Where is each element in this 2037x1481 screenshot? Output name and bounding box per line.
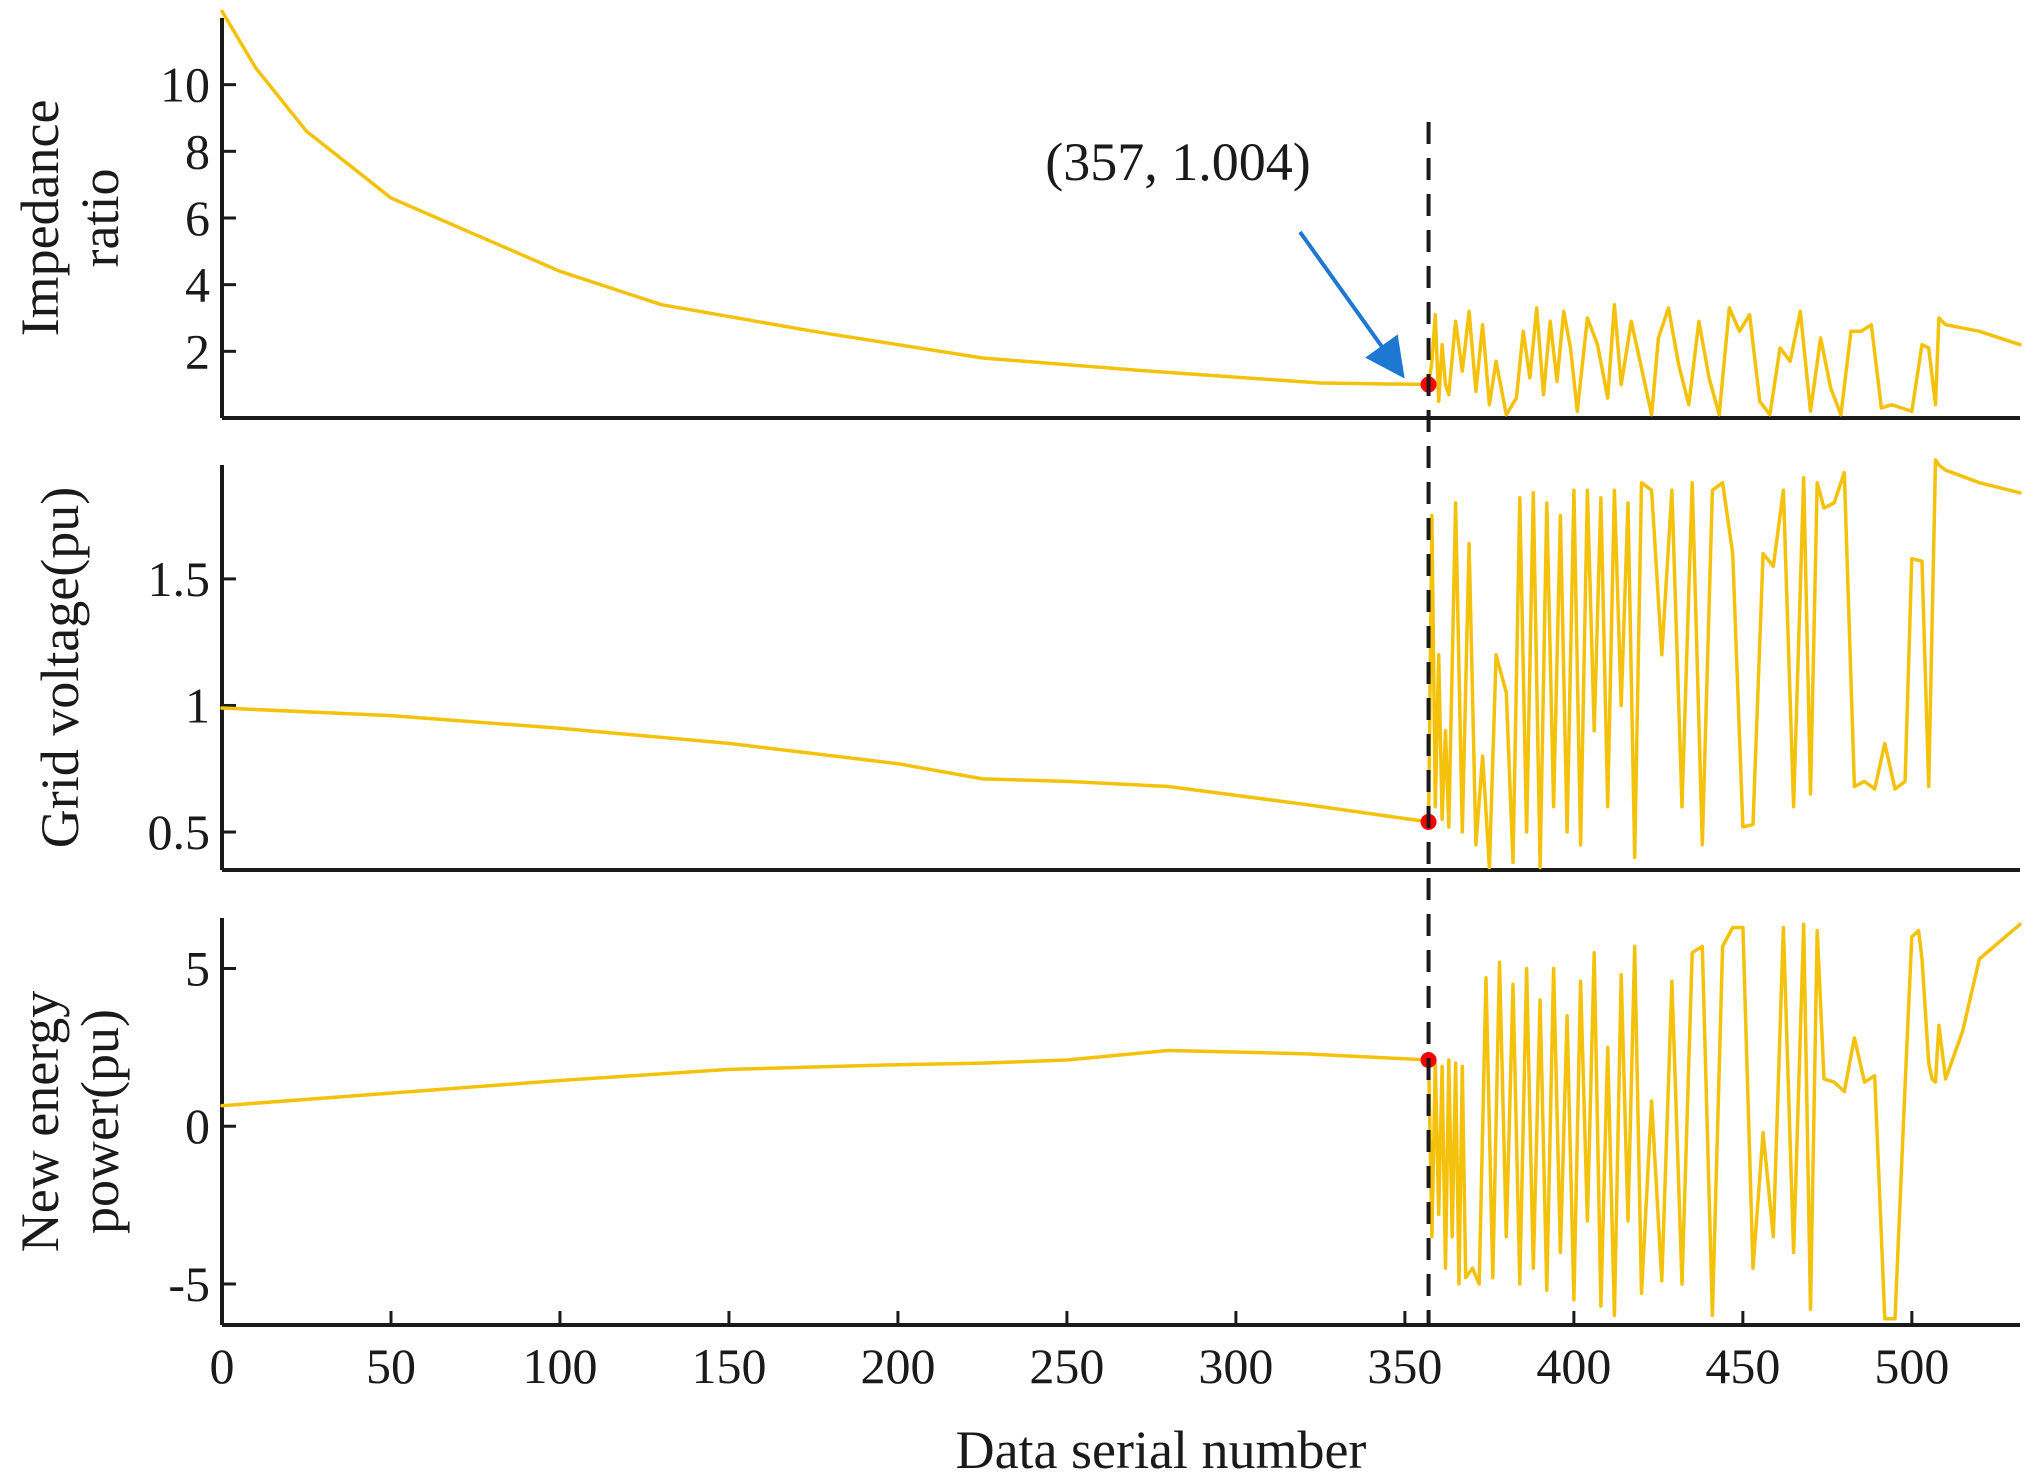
- x-tick-label: 200: [860, 1338, 935, 1394]
- annotation-arrow: [1298, 230, 1405, 379]
- x-axis-title: Data serial number: [956, 1420, 1367, 1480]
- x-tick-label: 350: [1367, 1338, 1442, 1394]
- x-tick-label: 250: [1029, 1338, 1104, 1394]
- y-axis-title: ratio: [70, 169, 130, 268]
- y-tick-label: 0: [185, 1098, 210, 1154]
- y-axis-title: power(pu): [70, 1009, 130, 1234]
- y-tick-label: 4: [185, 257, 210, 313]
- x-tick-label: 500: [1874, 1338, 1949, 1394]
- y-axis-title: Impedance: [10, 100, 70, 337]
- x-tick-label: 450: [1705, 1338, 1780, 1394]
- y-tick-label: 0.5: [148, 804, 211, 860]
- y-tick-label: 2: [185, 323, 210, 379]
- x-tick-label: 100: [522, 1338, 597, 1394]
- y-tick-label: 1: [185, 677, 210, 733]
- y-tick-label: 5: [185, 940, 210, 996]
- x-tick-label: 400: [1536, 1338, 1611, 1394]
- y-axis-title: Grid voltage(pu): [30, 487, 90, 848]
- series-line: [220, 458, 2022, 870]
- y-tick-label: 6: [185, 190, 210, 246]
- series-line: [220, 9, 2022, 417]
- y-tick-label: -5: [168, 1256, 210, 1312]
- y-tick-label: 10: [160, 57, 210, 113]
- y-axis-title: New energy: [10, 991, 70, 1252]
- y-tick-label: 8: [185, 123, 210, 179]
- x-tick-label: 300: [1198, 1338, 1273, 1394]
- y-tick-label: 1.5: [148, 551, 211, 607]
- x-tick-label: 50: [366, 1338, 416, 1394]
- annotation-label: (357, 1.004): [1045, 132, 1310, 192]
- panel-middle: 0.5 1 1.5 Grid voltage(pu): [30, 458, 2022, 872]
- panel-top: 2 4 6 8 10 Impedance ratio: [10, 9, 2022, 420]
- x-tick-label: 0: [210, 1338, 235, 1394]
- series-line: [220, 922, 2022, 1321]
- x-tick-label: 150: [691, 1338, 766, 1394]
